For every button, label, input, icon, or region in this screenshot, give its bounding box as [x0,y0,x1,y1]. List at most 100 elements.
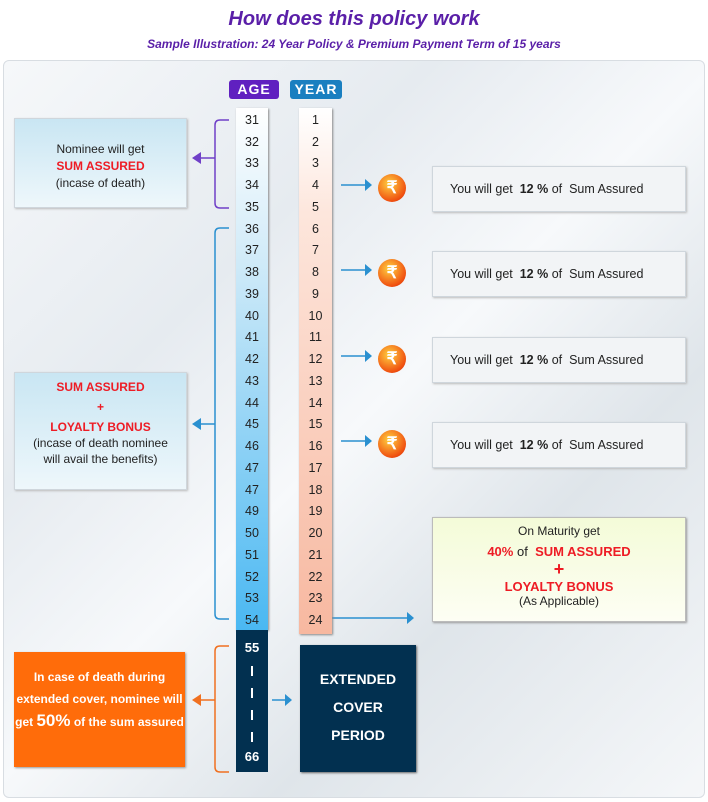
plus-sign: + [553,559,565,579]
age-cell: 36 [245,221,259,236]
age-cell: 41 [245,330,259,345]
age-cell: 35 [245,199,259,214]
plus-sign: + [96,400,104,414]
loyalty-bonus-label: LOYALTY BONUS [50,420,151,434]
range-tick [251,688,253,698]
sum-assured-label: SUM ASSURED [56,380,145,394]
year-cell: 21 [308,547,323,562]
year-cell: 14 [308,395,323,410]
age-cell: 32 [245,134,259,149]
age-cell: 31 [245,113,259,127]
death-benefit-bonus-box: SUM ASSURED + LOYALTY BONUS (incase of d… [14,372,187,490]
age-column: 31 32 33 34 35 36 37 38 39 40 41 42 43 44 45 46 47 47 49 50… [236,108,268,630]
rupee-coin-icon: ₹ [378,430,406,458]
year-cell: 7 [312,243,319,258]
extended-cover-box: EXTENDED COVER PERIOD [300,645,416,772]
age-cell: 44 [245,395,259,410]
age-header: AGE [229,80,279,99]
maturity-of: of [516,544,528,559]
year-cell: 11 [309,330,322,345]
year-cell: 2 [312,134,319,149]
box-text: In case of death during extended cover, … [15,670,183,729]
year-cell: 5 [312,199,319,214]
box-text: (incase of death nominee will avail the … [33,436,168,466]
year-cell: 19 [308,504,323,519]
age-cell: 50 [245,526,259,541]
extended-age-end: 66 [244,749,260,764]
age-cell: 42 [245,352,259,367]
age-cell: 34 [245,178,259,193]
age-cell: 54 [245,613,259,628]
extended-age-range: 55 66 [236,630,268,772]
age-cell: 46 [245,439,259,454]
sum-assured-label: SUM ASSURED [56,159,145,173]
payout-box: You will get 12 % of Sum Assured [432,337,686,383]
year-cell: 8 [312,265,319,280]
percent-value: 50% [36,711,71,730]
page-title: How does this policy work [228,8,480,30]
extended-cover-line: COVER [333,699,383,715]
age-cell: 33 [245,156,259,171]
rupee-coin-icon: ₹ [378,259,406,287]
payout-suffix: of Sum Assured [551,182,644,196]
payout-suffix: of Sum Assured [551,438,644,452]
age-cell: 40 [245,308,259,323]
range-tick [251,710,253,720]
year-cell: 12 [308,352,323,367]
payout-box: You will get 12 % of Sum Assured [432,251,686,297]
maturity-box: On Maturity get 40% of SUM ASSURED + LOY… [432,517,686,622]
payout-prefix: You will get [450,182,513,196]
year-cell: 18 [308,482,323,497]
year-cell: 15 [308,417,323,432]
rupee-coin-icon: ₹ [378,345,406,373]
range-tick [251,666,253,676]
extended-death-benefit-box: In case of death during extended cover, … [14,652,185,767]
age-cell: 43 [245,373,259,388]
year-cell: 6 [312,221,319,236]
payout-box: You will get 12 % of Sum Assured [432,166,686,212]
page-subtitle: Sample Illustration: 24 Year Policy & Pr… [147,37,561,51]
age-cell: 47 [245,482,259,497]
age-cell: 49 [245,504,259,519]
payout-suffix: of Sum Assured [551,353,644,367]
year-column: 1 2 3 4 5 6 7 8 9 10 11 12 13 14 15 16 17 18 19 20 21 22 23 24 [299,108,332,634]
payout-prefix: You will get [450,438,513,452]
maturity-note: (As Applicable) [518,594,600,608]
year-header: YEAR [290,80,342,99]
payout-suffix: of Sum Assured [551,267,644,281]
year-cell: 22 [308,569,323,584]
age-cell: 39 [245,286,259,301]
year-cell: 9 [312,286,319,301]
year-cell: 10 [308,308,323,323]
year-cell: 3 [312,156,319,171]
year-cell: 17 [308,460,323,475]
age-cell: 38 [245,265,259,280]
age-cell: 45 [245,417,259,432]
year-cell: 4 [312,178,319,193]
age-cell: 47 [245,460,259,475]
box-text: Nominee will get [56,142,145,156]
age-cell: 52 [245,569,259,584]
year-cell: 23 [308,591,323,606]
payout-percent: 12 % [519,267,549,281]
box-text: of the sum assured [73,715,184,729]
age-cell: 51 [245,547,259,562]
range-tick [251,732,253,742]
extended-cover-line: PERIOD [331,727,385,743]
maturity-percent: 40% [487,544,514,559]
payout-box: You will get 12 % of Sum Assured [432,422,686,468]
payout-percent: 12 % [519,353,549,367]
box-text: (incase of death) [55,176,146,190]
extended-cover-line: EXTENDED [319,671,397,687]
extended-age-start: 55 [244,640,260,655]
payout-percent: 12 % [519,438,549,452]
death-benefit-box: Nominee will get SUM ASSURED (incase of … [14,118,187,208]
payout-prefix: You will get [450,267,513,281]
payout-percent: 12 % [519,182,549,196]
rupee-coin-icon: ₹ [378,174,406,202]
loyalty-bonus-label: LOYALTY BONUS [504,579,614,594]
year-cell: 24 [308,613,323,628]
year-cell: 16 [308,439,323,454]
year-cell: 13 [308,373,323,388]
